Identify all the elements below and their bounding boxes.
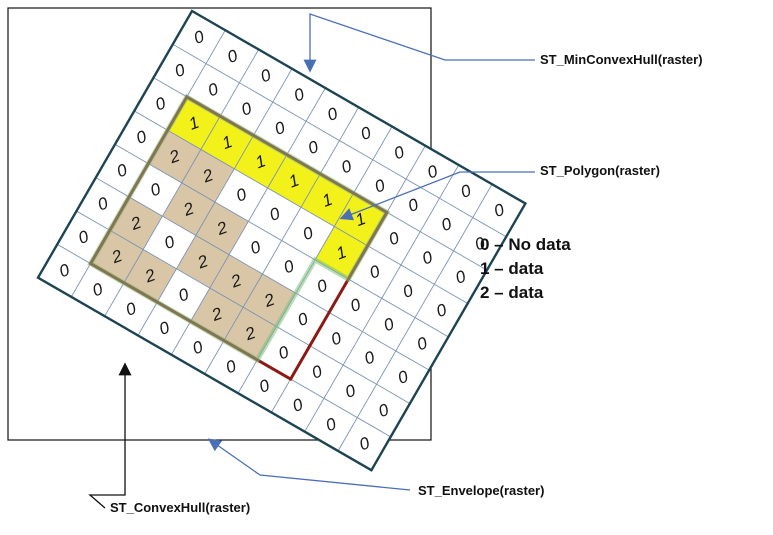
min-convex-hull-leader xyxy=(303,13,535,73)
convex-hull-outline xyxy=(36,9,528,472)
envelope-leader xyxy=(207,438,411,491)
polygon-outline xyxy=(87,93,391,364)
convex-hull-label: ST_ConvexHull(raster) xyxy=(110,500,250,515)
legend-item-2: 2 – data xyxy=(480,283,544,302)
legend-item-1: 1 – data xyxy=(480,259,544,278)
polygon-leader xyxy=(339,171,535,221)
polygon-label: ST_Polygon(raster) xyxy=(540,163,660,178)
legend: 0 – No data 1 – data 2 – data xyxy=(480,235,571,302)
min-convex-hull-label: ST_MinConvexHull(raster) xyxy=(540,52,703,67)
leader-lines xyxy=(88,13,535,509)
raster-grid: 0000000000000000000001111110000220001000… xyxy=(36,9,528,472)
convex-hull-leader xyxy=(88,362,132,509)
legend-item-0: 0 – No data xyxy=(480,235,571,254)
envelope-label: ST_Envelope(raster) xyxy=(418,483,544,498)
